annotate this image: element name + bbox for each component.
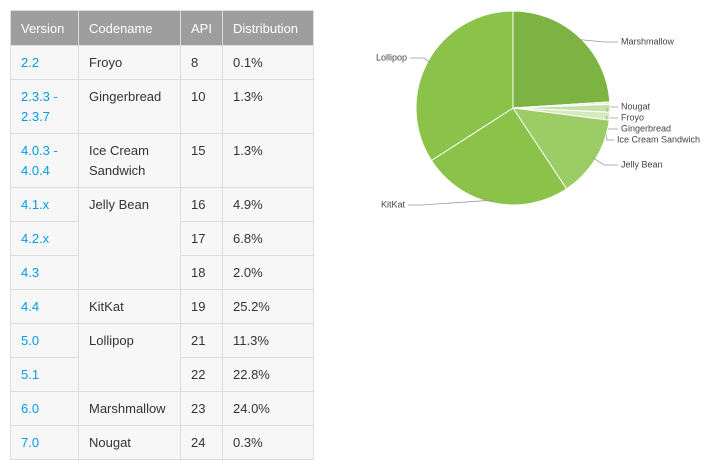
slice-label: KitKat: [381, 199, 406, 209]
api-cell: 19: [180, 289, 223, 324]
table-row: 7.0 Nougat 24 0.3%: [10, 425, 314, 460]
version-table: Version Codename API Distribution 2.2 Froyo 8 0…: [10, 10, 314, 460]
slice-label: Jelly Bean: [621, 159, 663, 169]
codename-cell: Marshmallow: [78, 391, 181, 426]
api-cell: 10: [180, 79, 223, 134]
slice-label: Ice Cream Sandwich: [617, 134, 700, 144]
column-header: Distribution: [222, 10, 314, 46]
header-row: Version Codename API Distribution: [10, 10, 314, 46]
version-cell: 4.4: [10, 289, 79, 324]
api-cell: 18: [180, 255, 223, 290]
version-cell: 2.2: [10, 45, 79, 80]
slice-label: Marshmallow: [621, 36, 675, 46]
codename-cell: Jelly Bean: [78, 187, 181, 290]
distribution-cell: 1.3%: [222, 133, 314, 188]
column-header: Version: [10, 10, 79, 46]
table-row: 4.3 18 2.0%: [10, 255, 314, 290]
codename-cell: Nougat: [78, 425, 181, 460]
api-cell: 8: [180, 45, 223, 80]
table-row: 2.2 Froyo 8 0.1%: [10, 45, 314, 80]
api-cell: 15: [180, 133, 223, 188]
distribution-cell: 24.0%: [222, 391, 314, 426]
distribution-cell: 0.3%: [222, 425, 314, 460]
distribution-cell: 4.9%: [222, 187, 314, 222]
version-cell: 6.0: [10, 391, 79, 426]
slice-label: Lollipop: [376, 52, 407, 62]
leader-line: [408, 199, 494, 206]
version-cell: 4.3: [10, 255, 79, 290]
distribution-cell: 22.8%: [222, 357, 314, 392]
version-cell: 7.0: [10, 425, 79, 460]
distribution-cell: 6.8%: [222, 221, 314, 256]
table-row: 6.0 Marshmallow 23 24.0%: [10, 391, 314, 426]
distribution-cell: 0.1%: [222, 45, 314, 80]
table-row: 4.4 KitKat 19 25.2%: [10, 289, 314, 324]
leader-line: [410, 57, 431, 64]
slice-label: Nougat: [621, 101, 651, 111]
pie-slice: [512, 10, 611, 109]
pie-slice: [430, 107, 568, 206]
page: {"table": {"header": ["Version", "Codena…: [10, 10, 701, 460]
leader-line: [577, 39, 618, 43]
leader-line: [592, 157, 618, 166]
codename-cell: Ice Cream Sandwich: [78, 133, 181, 188]
api-cell: 23: [180, 391, 223, 426]
table-row: 4.0.3 - 4.0.4 Ice Cream Sandwich 15 1.3%: [10, 133, 314, 188]
slice-label: Froyo: [621, 112, 644, 122]
slice-label: Gingerbread: [621, 123, 671, 133]
codename-cell: Froyo: [78, 45, 181, 80]
table-row: 4.1.x Jelly Bean 16 4.9%: [10, 187, 314, 290]
codename-cell: Lollipop: [78, 323, 181, 392]
version-cell: 4.1.x: [10, 187, 79, 222]
api-cell: 24: [180, 425, 223, 460]
pie-slice: [415, 10, 514, 162]
api-cell: 17: [180, 221, 223, 256]
table-row: 5.1 22 22.8%: [10, 357, 314, 392]
api-cell: 21: [180, 323, 223, 358]
version-cell: 4.0.3 - 4.0.4: [10, 133, 79, 188]
version-cell: 5.1: [10, 357, 79, 392]
codename-cell: Gingerbread: [78, 79, 181, 134]
